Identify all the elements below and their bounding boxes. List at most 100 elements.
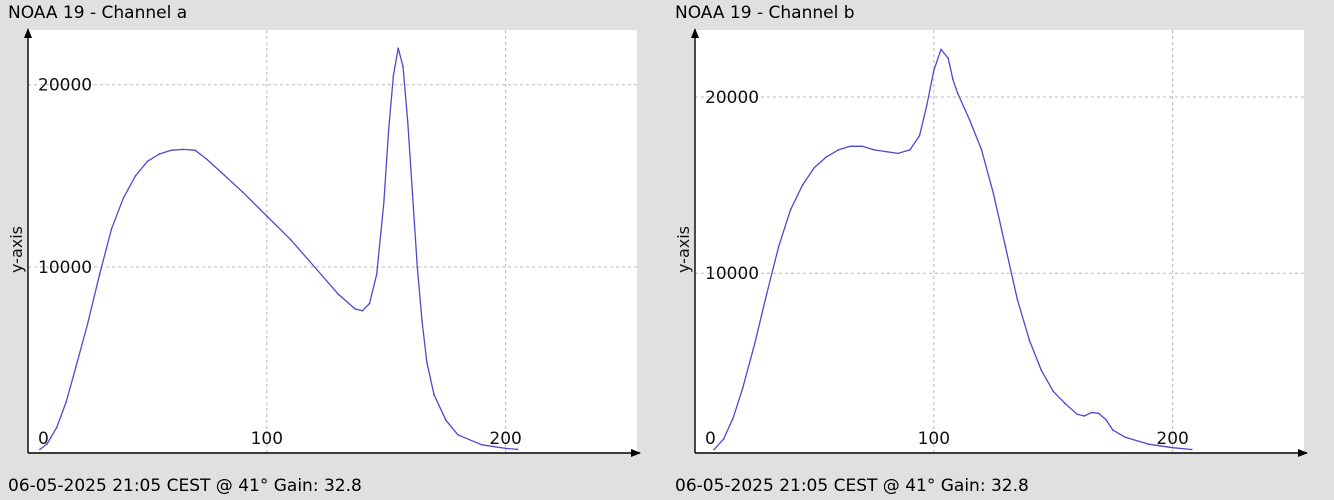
data-point (134, 175, 137, 177)
data-point (242, 191, 244, 194)
data-point (426, 361, 428, 363)
data-point (1040, 369, 1043, 372)
data-point (375, 273, 378, 276)
data-point (392, 74, 395, 77)
data-point (402, 65, 404, 68)
x-tick-label: 100 (918, 429, 950, 449)
y-tick-label: 20000 (705, 88, 759, 108)
data-point (980, 149, 983, 151)
data-point (383, 202, 385, 204)
data-point (194, 149, 196, 152)
data-point (813, 166, 816, 169)
data-point (122, 196, 125, 199)
data-point (789, 209, 792, 211)
data-point (65, 401, 67, 403)
y-axis-arrow (24, 28, 32, 38)
pass-info-footer: 06-05-2025 21:05 CEST @ 41° Gain: 32.8 (8, 476, 362, 496)
chart-title: NOAA 19 - Channel a (8, 3, 188, 23)
data-point (266, 215, 268, 217)
data-point (39, 448, 41, 451)
data-point (182, 148, 184, 151)
x-tick-label: 0 (38, 429, 49, 449)
data-point (170, 149, 173, 152)
x-tick-label: 200 (489, 429, 521, 449)
data-point (433, 393, 435, 396)
data-point (481, 444, 483, 446)
y-tick-label: 20000 (38, 76, 92, 96)
data-point (158, 153, 161, 155)
data-point (421, 320, 423, 323)
y-tick-label: 10000 (38, 258, 92, 278)
x-tick-label: 200 (1156, 429, 1188, 449)
data-point (1076, 413, 1078, 416)
data-point (849, 145, 851, 148)
chart-panel-a: NOAA 19 - Channel a 0 100 200 10000 20000 y-a… (0, 0, 660, 500)
data-point (110, 227, 113, 230)
y-axis-label: y-axis (7, 226, 26, 273)
data-point (918, 135, 921, 137)
line-chart-a: 0 100 200 10000 20000 y-axis (7, 28, 641, 457)
data-point (1124, 436, 1126, 438)
data-point (46, 443, 48, 445)
data-point (825, 156, 828, 158)
data-point (1083, 415, 1086, 417)
data-point (1052, 390, 1054, 393)
data-point (992, 193, 995, 195)
data-point (397, 47, 400, 49)
data-point (952, 78, 954, 81)
plot-area (695, 30, 1304, 453)
data-point (968, 119, 971, 121)
data-point (742, 387, 744, 389)
data-point (1112, 429, 1114, 431)
data-point (1090, 411, 1093, 414)
x-axis-arrow (1298, 449, 1308, 457)
x-axis-arrow (631, 449, 641, 457)
data-point (1064, 402, 1066, 405)
series-line (39, 47, 518, 451)
data-point (732, 417, 734, 419)
chart-title: NOAA 19 - Channel b (675, 3, 855, 23)
data-point (956, 92, 959, 95)
data-point (897, 152, 899, 155)
data-point (75, 366, 77, 369)
data-point (387, 129, 390, 132)
data-point (457, 434, 459, 436)
data-point (885, 150, 887, 153)
series-line (713, 48, 1192, 451)
data-point (86, 322, 89, 325)
data-point (947, 57, 949, 59)
data-point (368, 302, 371, 305)
data-point (146, 160, 149, 163)
y-axis-label: y-axis (674, 226, 693, 273)
plot-area (28, 30, 637, 453)
data-point (98, 273, 101, 276)
data-point (1004, 246, 1007, 248)
data-point (933, 69, 935, 72)
data-point (1191, 448, 1193, 451)
data-point (416, 266, 419, 268)
data-point (925, 105, 928, 107)
data-point (801, 184, 804, 186)
data-point (1097, 412, 1100, 415)
data-point (940, 48, 942, 51)
data-point (55, 426, 58, 429)
data-point (361, 310, 364, 312)
data-point (861, 145, 863, 148)
data-point (1148, 443, 1150, 446)
pass-info-footer: 06-05-2025 21:05 CEST @ 41° Gain: 32.8 (675, 476, 1029, 496)
data-point (406, 120, 409, 122)
data-point (445, 419, 447, 422)
data-point (1171, 446, 1174, 449)
data-point (777, 246, 780, 248)
x-tick-label: 0 (705, 429, 716, 449)
data-point (411, 193, 414, 195)
chart-panel-b: NOAA 19 - Channel b 0 100 200 10000 20000 y-a… (667, 0, 1327, 500)
line-chart-b: 0 100 200 10000 20000 y-axis (674, 28, 1308, 457)
data-point (504, 447, 507, 450)
data-point (722, 438, 725, 440)
data-point (218, 169, 220, 172)
data-point (206, 158, 208, 161)
data-point (765, 293, 768, 296)
data-point (337, 293, 340, 296)
data-point (354, 308, 357, 310)
